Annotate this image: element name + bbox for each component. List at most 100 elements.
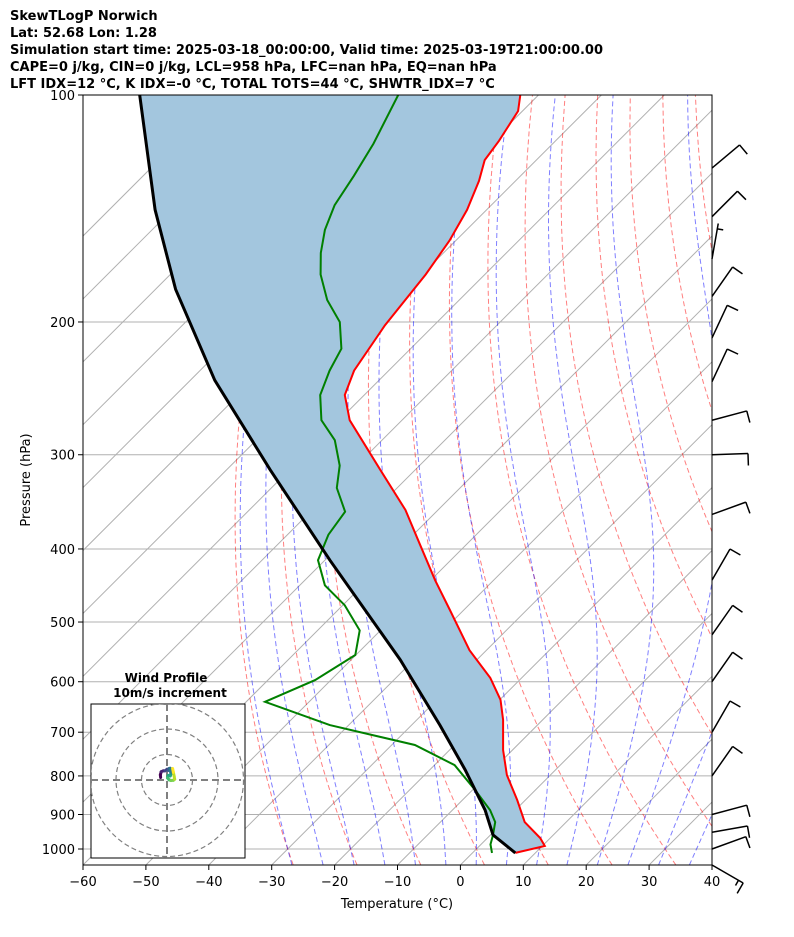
isotherm — [711, 864, 712, 865]
barb-flag — [736, 190, 747, 201]
indices-line: LFT IDX=12 °C, K IDX=-0 °C, TOTAL TOTS=4… — [10, 77, 495, 92]
x-tick-label: 30 — [641, 875, 658, 890]
moist-adiabat — [627, 95, 712, 865]
y-tick-label: 1000 — [42, 843, 75, 858]
hodograph-ring — [91, 704, 245, 858]
time-line: Simulation start time: 2025-03-18_00:00:… — [10, 43, 603, 58]
barb-flag — [732, 604, 743, 613]
barb-staff — [711, 305, 728, 339]
wind-barb — [711, 825, 751, 838]
isotherm — [271, 423, 712, 865]
y-tick-label: 700 — [50, 726, 75, 741]
moist-adiabat — [548, 95, 598, 865]
y-tick-label: 800 — [50, 770, 75, 785]
y-tick-label: 600 — [50, 676, 75, 691]
barb-staff — [711, 452, 749, 456]
hodograph-inset: Wind Profile 10m/s increment — [90, 671, 246, 859]
y-tick-label: 400 — [50, 543, 75, 558]
moist-adiabat — [720, 95, 794, 865]
moist-adiabat — [658, 730, 712, 865]
barb-flag — [746, 410, 751, 423]
x-tick-label: −30 — [258, 875, 285, 890]
isotherm — [585, 738, 712, 865]
wind-barb — [711, 745, 743, 777]
chart-title: SkewTLogP Norwich — [10, 9, 158, 24]
barb-flag — [732, 745, 743, 754]
barb-staff — [711, 651, 734, 683]
moist-adiabat — [752, 95, 794, 865]
barb-staff — [711, 190, 738, 218]
cape-line: CAPE=0 j/kg, CIN=0 j/kg, LCL=958 hPa, LF… — [10, 60, 497, 75]
wind-barb — [711, 410, 751, 423]
barb-flag — [726, 348, 739, 355]
moist-adiabat — [596, 95, 655, 865]
x-tick-label: −50 — [132, 875, 159, 890]
y-tick-label: 100 — [50, 89, 75, 104]
barb-staff — [711, 746, 734, 777]
dry-adiabat — [595, 95, 712, 639]
hodograph-subtitle: 10m/s increment — [113, 686, 227, 700]
cape-shaded-area — [139, 95, 545, 853]
chart-title-block: SkewTLogP Norwich Lat: 52.68 Lon: 1.28 S… — [10, 8, 603, 93]
location-line: Lat: 52.68 Lon: 1.28 — [10, 26, 157, 41]
temperature-line — [343, 95, 547, 854]
wind-barb — [711, 223, 724, 260]
barb-staff — [711, 804, 747, 816]
x-tick-label: 0 — [456, 875, 464, 890]
wind-barb — [711, 548, 741, 581]
barb-flag — [736, 882, 744, 894]
dry-adiabat — [280, 95, 358, 865]
wind-barb — [711, 348, 739, 382]
wind-barb — [711, 804, 751, 817]
barb-flag — [729, 548, 741, 556]
isotherm — [397, 549, 712, 865]
dry-adiabat — [448, 95, 613, 865]
isotherm — [83, 95, 225, 237]
moist-adiabat — [347, 95, 416, 865]
y-tick-label: 200 — [50, 316, 75, 331]
hodograph-title: Wind Profile — [125, 671, 208, 685]
barb-flag — [746, 825, 751, 838]
y-tick-label: 300 — [50, 449, 75, 464]
isotherm — [145, 298, 712, 865]
isotherm — [460, 612, 712, 865]
wind-barb — [711, 304, 739, 339]
profile-lines — [138, 95, 547, 855]
wind-barbs — [711, 144, 751, 894]
barb-staff — [711, 348, 728, 382]
barb-flag — [746, 804, 751, 817]
x-tick-label: 10 — [515, 875, 532, 890]
axis-ticks: −60 −50 −40 −30 −20 −10 0 10 20 30 40 100 200 300 400 5… — [42, 89, 720, 890]
x-axis-label: Temperature (°C) — [340, 897, 453, 912]
y-tick-label: 900 — [50, 808, 75, 823]
barb-flag — [732, 651, 743, 660]
moist-adiabat — [378, 95, 447, 865]
barb-flag — [739, 144, 748, 155]
y-axis-label: Pressure (hPa) — [19, 433, 34, 526]
barb-flag — [729, 700, 741, 708]
wind-barb — [711, 604, 743, 636]
barb-flag — [745, 501, 751, 514]
barb-staff — [711, 835, 747, 850]
wind-barb — [711, 700, 741, 733]
barb-half-flag — [734, 879, 740, 886]
barb-staff — [711, 825, 748, 833]
x-tick-label: −40 — [195, 875, 222, 890]
barb-staff — [711, 144, 741, 169]
x-tick-label: −20 — [321, 875, 348, 890]
x-tick-label: −60 — [69, 875, 96, 890]
barb-staff — [711, 604, 734, 636]
dry-adiabat — [662, 95, 712, 413]
wind-barb — [711, 190, 747, 218]
dry-adiabat — [761, 95, 794, 865]
x-tick-label: −10 — [384, 875, 411, 890]
isotherm — [522, 675, 712, 865]
isotherm — [83, 95, 602, 615]
isotherm — [208, 361, 712, 865]
moist-adiabat — [495, 95, 551, 865]
wind-barb — [711, 452, 750, 466]
wind-barb — [711, 835, 751, 850]
parcel-profile-line — [138, 95, 517, 855]
dewpoint-line — [262, 95, 497, 854]
